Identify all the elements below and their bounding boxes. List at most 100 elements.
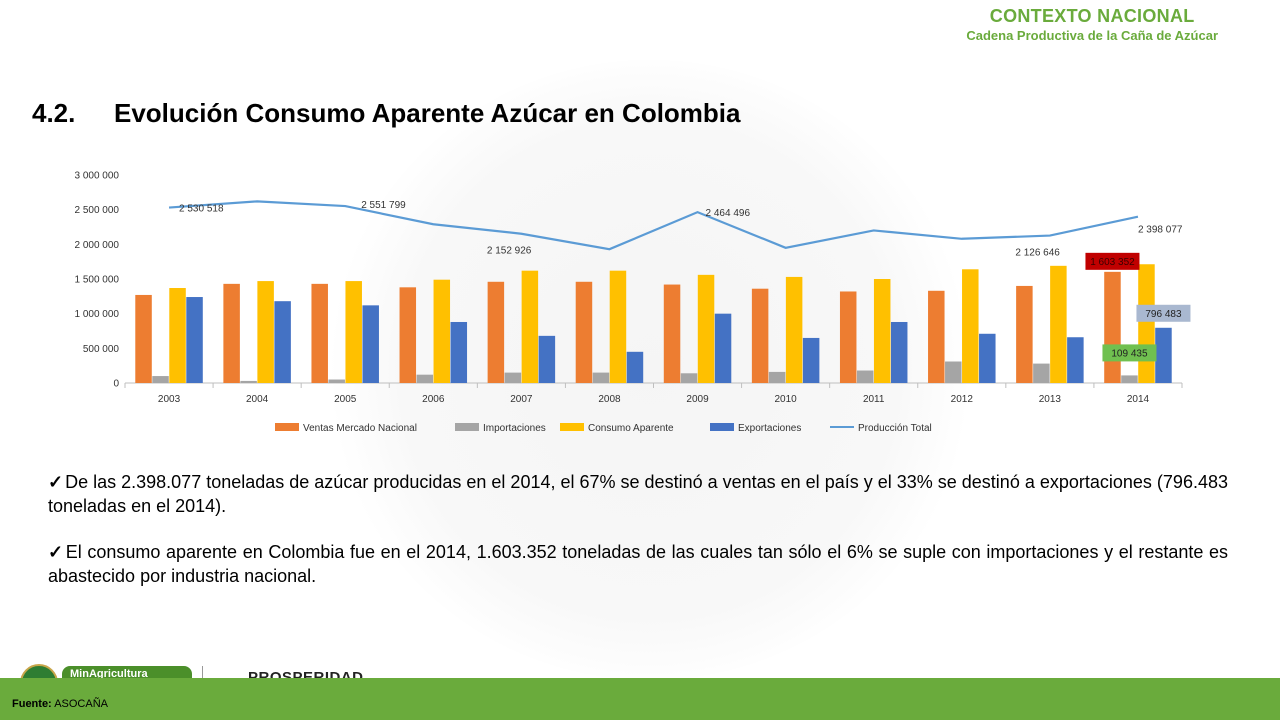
bar-ventas-mercado-nacional: [311, 283, 328, 383]
bar-exportaciones: [979, 333, 996, 383]
bar-exportaciones: [1067, 337, 1084, 383]
legend-label: Consumo Aparente: [588, 423, 674, 434]
bar-ventas-mercado-nacional: [663, 284, 681, 383]
bar-ventas-mercado-nacional: [399, 287, 417, 383]
x-tick-label: 2007: [510, 394, 533, 405]
chart: 0 500 000 1 000 000 1 500 000 2 000 000 2 500…: [75, 171, 1191, 434]
bar-consumo-aparente: [257, 281, 274, 383]
footer-source: Fuente: ASOCAÑA: [12, 698, 108, 710]
data-label-produccion: 2 530 518: [179, 204, 224, 215]
bar-consumo-aparente: [521, 270, 539, 383]
line-produccion-total: [168, 200, 1139, 251]
bullet-text: El consumo aparente en Colombia fue en e…: [48, 542, 1228, 586]
bar-importaciones: [416, 374, 434, 383]
bar-exportaciones: [274, 301, 291, 383]
bar-exportaciones: [714, 313, 732, 383]
header-title: CONTEXTO NACIONAL: [989, 6, 1195, 26]
y-tick-label: 2 500 000: [75, 205, 120, 216]
bullet-item: ✓ De las 2.398.077 toneladas de azúcar pr…: [48, 470, 1228, 518]
bar-importaciones: [856, 370, 874, 383]
header-context: CONTEXTO NACIONAL Cadena Productiva de l…: [966, 6, 1218, 43]
section-title: 4.2. Evolución Consumo Aparente Azúcar en…: [32, 98, 741, 129]
legend-label: Ventas Mercado Nacional: [303, 423, 417, 434]
bar-exportaciones: [186, 297, 203, 383]
bar-importaciones: [504, 372, 522, 383]
bar-importaciones: [680, 373, 698, 383]
x-tick-label: 2014: [1127, 394, 1150, 405]
x-tick-label: 2005: [334, 394, 357, 405]
legend-swatch: [455, 423, 479, 431]
bar-consumo-aparente: [785, 276, 803, 383]
x-tick-label: 2003: [158, 394, 181, 405]
data-label-value: 109 435: [1111, 348, 1148, 359]
bar-ventas-mercado-nacional: [751, 288, 769, 383]
data-label-box: [1136, 304, 1191, 322]
bar-exportaciones: [802, 337, 820, 383]
bar-importaciones: [768, 371, 786, 383]
header-subtitle: Cadena Productiva de la Caña de Azúcar: [966, 28, 1218, 43]
source-label: Fuente:: [12, 698, 52, 710]
legend-swatch: [560, 423, 584, 431]
x-tick-label: 2006: [422, 394, 445, 405]
x-tick-label: 2011: [863, 394, 885, 405]
bar-consumo-aparente: [1138, 264, 1155, 383]
x-tick-label: 2010: [775, 394, 798, 405]
bar-consumo-aparente: [697, 274, 715, 383]
section-number: 4.2.: [32, 98, 76, 128]
bar-importaciones: [152, 376, 169, 383]
data-label-produccion: 2 152 926: [487, 246, 532, 257]
x-tick-label: 2009: [686, 394, 709, 405]
y-tick-label: 1 000 000: [75, 309, 120, 320]
checkmark-icon: ✓: [48, 472, 64, 492]
data-label-box: [1102, 344, 1157, 362]
bar-importaciones: [1033, 363, 1050, 383]
bar-ventas-mercado-nacional: [1016, 285, 1033, 383]
bar-ventas-mercado-nacional: [839, 291, 857, 383]
x-tick-label: 2004: [246, 394, 269, 405]
bar-importaciones: [240, 380, 257, 383]
bar-ventas-mercado-nacional: [223, 283, 240, 383]
data-label-produccion: 2 551 799: [361, 200, 406, 211]
x-tick-label: 2012: [951, 394, 974, 405]
x-tick-label: 2008: [598, 394, 621, 405]
bar-importaciones: [328, 379, 345, 383]
bar-exportaciones: [538, 335, 556, 383]
bar-exportaciones: [890, 321, 908, 383]
y-tick-label: 3 000 000: [75, 171, 120, 182]
checkmark-icon: ✓: [48, 542, 64, 562]
data-label-value: 796 483: [1145, 309, 1182, 320]
bar-ventas-mercado-nacional: [1104, 271, 1121, 383]
bar-consumo-aparente: [433, 279, 451, 383]
bar-importaciones: [945, 361, 962, 383]
bullet-text: De las 2.398.077 toneladas de azúcar pro…: [48, 472, 1228, 516]
data-label-produccion: 2 126 646: [1015, 248, 1060, 259]
data-label-value: 1 603 352: [1090, 257, 1135, 268]
bar-consumo-aparente: [609, 270, 627, 383]
bullet-list: ✓ De las 2.398.077 toneladas de azúcar pr…: [48, 470, 1228, 610]
bar-exportaciones: [362, 305, 379, 383]
bar-exportaciones: [450, 321, 468, 383]
section-title-text: Evolución Consumo Aparente Azúcar en Col…: [114, 98, 741, 128]
bar-ventas-mercado-nacional: [575, 281, 593, 383]
y-tick-label: 0: [113, 379, 119, 390]
bullet-item: ✓ El consumo aparente en Colombia fue en …: [48, 540, 1228, 588]
legend-label: Producción Total: [858, 423, 932, 434]
legend-swatch: [275, 423, 299, 431]
logo-divider: [202, 666, 203, 684]
bar-exportaciones: [1155, 327, 1172, 383]
source-value: ASOCAÑA: [54, 698, 108, 710]
bar-consumo-aparente: [345, 281, 362, 383]
bar-ventas-mercado-nacional: [135, 294, 152, 383]
data-label-box: [1085, 252, 1140, 270]
data-label-produccion: 2 398 077: [1138, 225, 1183, 236]
bar-importaciones: [592, 372, 610, 383]
bar-consumo-aparente: [962, 269, 979, 383]
bar-ventas-mercado-nacional: [487, 281, 505, 383]
bar-consumo-aparente: [1050, 265, 1067, 383]
bar-ventas-mercado-nacional: [928, 290, 945, 383]
y-tick-label: 1 500 000: [75, 275, 120, 286]
bar-importaciones: [1121, 375, 1138, 383]
bar-consumo-aparente: [169, 288, 186, 383]
bar-exportaciones: [626, 351, 644, 383]
footer-bar: [0, 678, 1280, 720]
